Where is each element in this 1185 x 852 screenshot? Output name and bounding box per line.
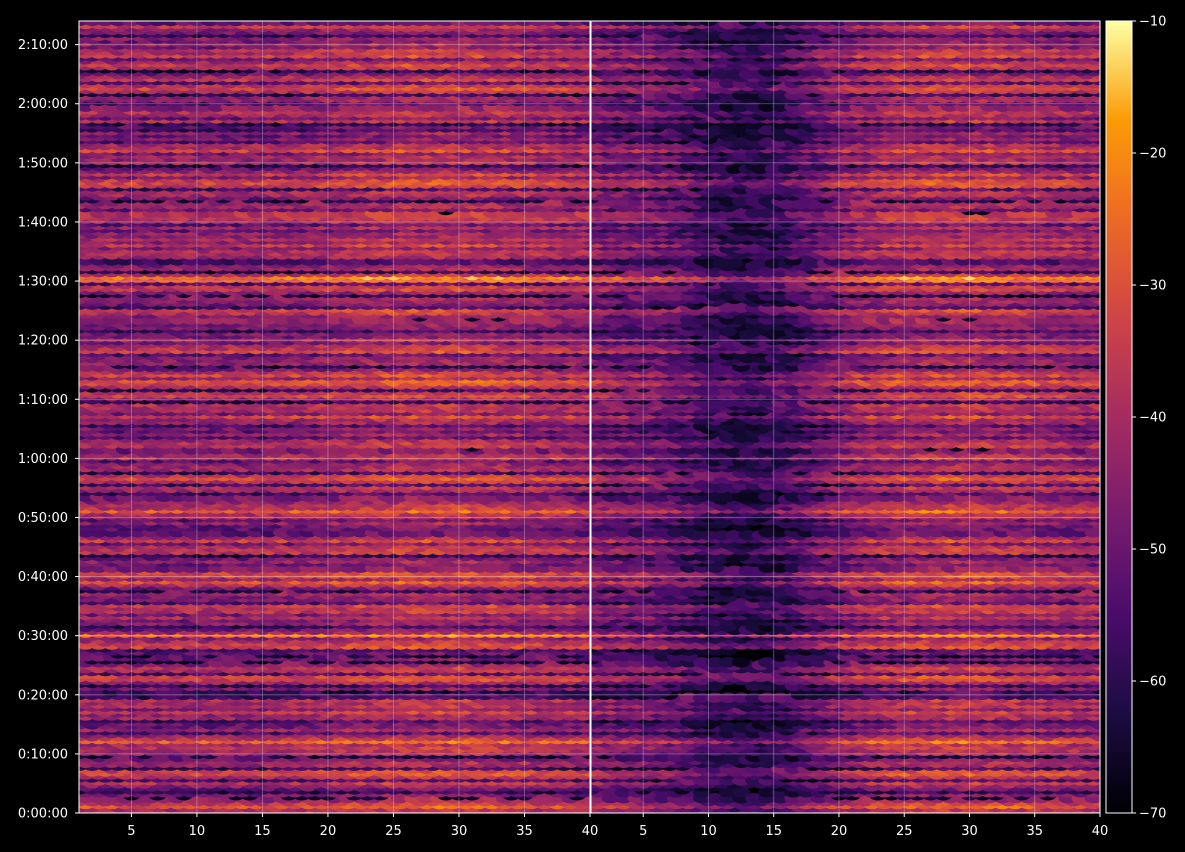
- left-panel: [78, 20, 591, 814]
- left-panel-cells: [79, 21, 590, 813]
